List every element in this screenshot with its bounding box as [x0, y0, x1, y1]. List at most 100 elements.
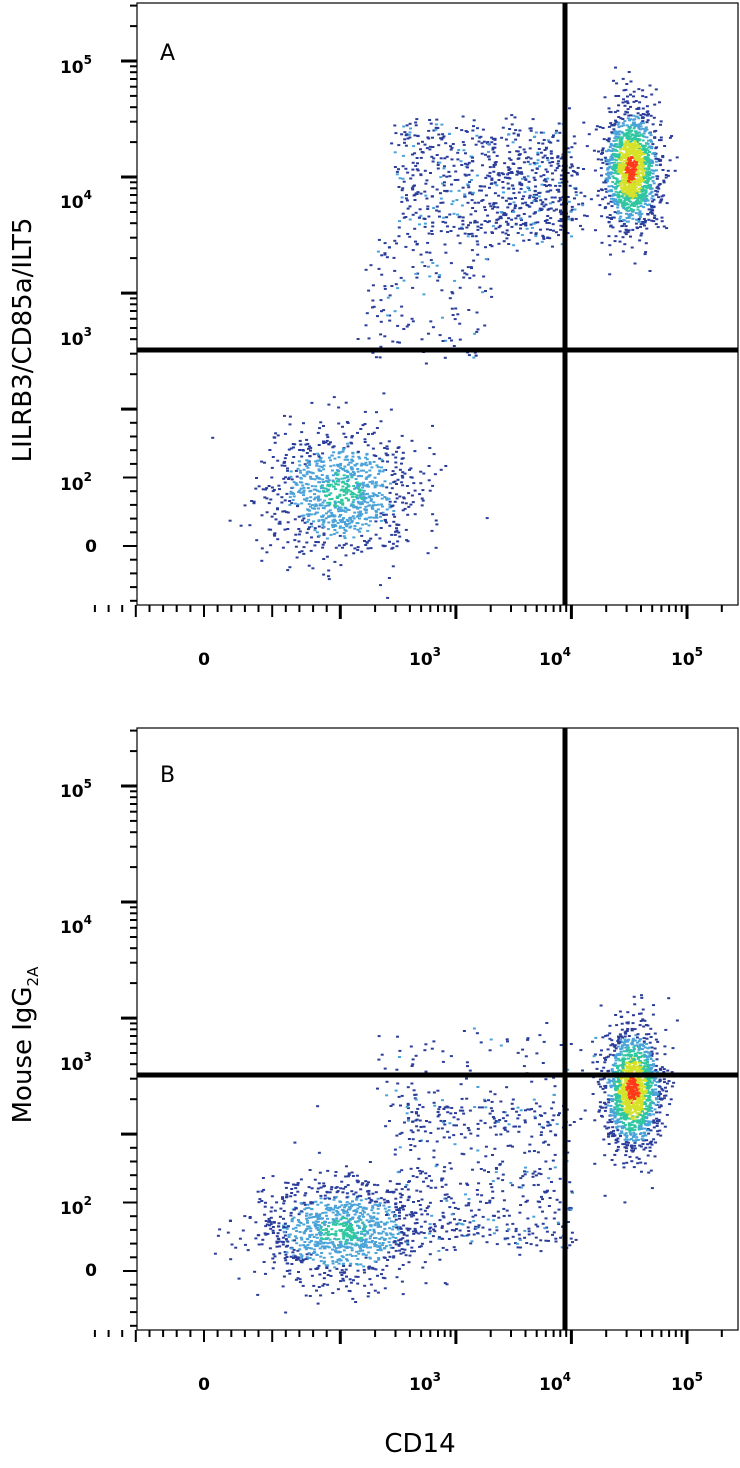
- event-dot: [627, 195, 631, 198]
- event-dot: [615, 180, 619, 183]
- event-dot: [483, 324, 487, 327]
- event-dot: [434, 272, 438, 275]
- event-dot: [299, 443, 303, 446]
- event-dot: [655, 1081, 659, 1084]
- event-dot: [647, 1171, 651, 1174]
- event-dot: [425, 147, 429, 150]
- event-dot: [439, 468, 443, 471]
- event-dot: [585, 215, 589, 218]
- event-dot: [622, 191, 626, 194]
- event-dot: [444, 221, 448, 224]
- event-dot: [635, 218, 638, 221]
- event-dot: [621, 1067, 625, 1070]
- event-dot: [344, 510, 348, 513]
- event-dot: [621, 157, 625, 159]
- event-dot: [350, 476, 354, 479]
- event-dot: [507, 172, 511, 174]
- event-dot: [496, 173, 500, 176]
- event-dot: [536, 221, 540, 224]
- event-dot: [306, 461, 310, 464]
- event-dot: [316, 459, 320, 462]
- event-dot: [545, 147, 548, 150]
- event-dot: [395, 527, 398, 530]
- event-dot: [450, 146, 454, 149]
- event-dot: [623, 1110, 627, 1113]
- event-dot: [326, 481, 330, 484]
- event-dot: [637, 220, 641, 223]
- event-dot: [529, 129, 533, 132]
- event-dot: [273, 532, 277, 535]
- event-dot: [450, 158, 454, 161]
- event-dot: [373, 486, 377, 489]
- event-dot: [643, 113, 647, 116]
- event-dot: [386, 596, 390, 599]
- event-dot: [466, 266, 470, 269]
- event-dot: [376, 250, 380, 253]
- event-dot: [646, 175, 650, 178]
- event-dot: [372, 431, 376, 434]
- event-dot: [615, 133, 619, 136]
- event-dot: [307, 515, 311, 517]
- event-dot: [378, 1202, 382, 1205]
- event-dot: [581, 204, 585, 207]
- event-dot: [277, 522, 281, 525]
- event-dot: [546, 215, 550, 217]
- event-dot: [409, 127, 412, 130]
- event-dot: [550, 157, 554, 160]
- event-dot: [592, 149, 596, 152]
- event-dot: [654, 1097, 658, 1100]
- event-dot: [638, 1124, 641, 1127]
- event-dot: [296, 505, 299, 508]
- event-dot: [510, 225, 514, 228]
- event-dot: [612, 200, 616, 203]
- event-dot: [333, 520, 337, 523]
- event-dot: [385, 508, 389, 511]
- event-dot: [624, 1078, 628, 1081]
- event-dot: [632, 1089, 636, 1092]
- event-dot: [481, 164, 484, 167]
- event-dot: [622, 98, 625, 101]
- event-dot: [626, 1061, 630, 1064]
- event-dot: [637, 172, 641, 175]
- event-dot: [627, 158, 631, 161]
- event-dot: [566, 196, 570, 198]
- event-dot: [608, 273, 612, 276]
- event-dot: [394, 461, 398, 464]
- event-dot: [448, 175, 452, 178]
- event-dot: [367, 539, 371, 542]
- event-dot: [653, 1070, 657, 1073]
- event-dot: [471, 207, 475, 209]
- event-dot: [635, 175, 639, 178]
- event-dot: [386, 1189, 389, 1192]
- event-dot: [629, 150, 633, 153]
- event-dot: [420, 497, 424, 500]
- event-dot: [415, 276, 419, 279]
- event-dot: [641, 135, 645, 137]
- event-dot: [474, 210, 478, 213]
- event-dot: [649, 185, 653, 188]
- event-dot: [402, 328, 406, 330]
- event-dot: [646, 1124, 650, 1127]
- event-dot: [342, 1279, 346, 1282]
- event-dot: [617, 125, 621, 128]
- event-dot: [643, 130, 647, 133]
- event-dot: [573, 208, 577, 211]
- event-dot: [409, 177, 413, 180]
- event-dot: [377, 492, 381, 494]
- event-dot: [614, 135, 618, 138]
- event-dot: [329, 459, 332, 462]
- event-dot: [654, 1038, 658, 1041]
- event-dot: [657, 1090, 661, 1093]
- event-dot: [321, 518, 324, 521]
- event-dot: [265, 551, 269, 554]
- event-dot: [361, 424, 365, 427]
- event-dot: [641, 222, 645, 225]
- event-dot: [603, 1061, 607, 1064]
- event-dot: [337, 406, 341, 409]
- event-dot: [646, 142, 650, 145]
- event-dot: [458, 242, 462, 245]
- event-dot: [636, 208, 640, 211]
- event-dot: [431, 146, 435, 148]
- event-dot: [385, 445, 389, 448]
- event-dot: [320, 474, 324, 476]
